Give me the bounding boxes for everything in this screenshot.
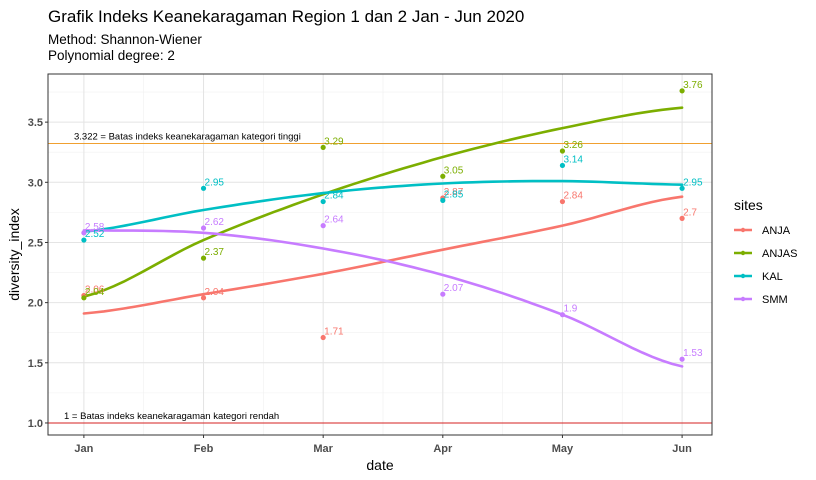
data-point-anja bbox=[679, 215, 685, 221]
reference-line-label: 1 = Batas indeks keanekaragaman kategori… bbox=[64, 411, 279, 422]
trend-line-smm bbox=[82, 229, 684, 368]
data-label-anja: 2.84 bbox=[563, 191, 583, 202]
x-tick-label: Jan bbox=[74, 443, 93, 455]
data-label-anja: 2.87 bbox=[444, 187, 464, 198]
data-label-smm: 2.64 bbox=[324, 215, 344, 226]
data-point-anja bbox=[200, 295, 207, 301]
data-label-smm: 2.58 bbox=[85, 222, 105, 233]
legend-label-anja: ANJA bbox=[762, 225, 791, 237]
y-tick-label: 3.5 bbox=[28, 117, 43, 129]
chart-subtitle-degree: Polynomial degree: 2 bbox=[48, 48, 175, 63]
data-point-anjas bbox=[320, 144, 326, 151]
data-label-anjas: 3.76 bbox=[683, 80, 703, 91]
data-point-smm bbox=[320, 223, 326, 229]
y-tick-label: 1.5 bbox=[28, 358, 43, 370]
data-label-anjas: 3.29 bbox=[324, 136, 344, 147]
y-tick-label: 2.5 bbox=[28, 237, 43, 249]
reference-line-label: 3.322 = Batas indeks keanekaragaman kate… bbox=[74, 132, 301, 143]
data-point-kal bbox=[679, 185, 685, 191]
y-tick-label: 2.0 bbox=[28, 298, 43, 310]
data-point-smm bbox=[559, 312, 566, 318]
data-point-smm bbox=[440, 291, 446, 297]
x-tick-label: Jun bbox=[672, 443, 692, 455]
chart-subtitle-method: Method: Shannon-Wiener bbox=[48, 32, 202, 47]
data-label-anja: 2.04 bbox=[205, 287, 225, 298]
x-tick-label: Feb bbox=[194, 443, 214, 455]
data-label-kal: 2.85 bbox=[444, 189, 464, 200]
data-point-kal bbox=[200, 185, 207, 191]
data-point-kal bbox=[320, 198, 326, 205]
data-label-smm: 1.9 bbox=[563, 304, 577, 315]
data-label-kal: 2.95 bbox=[683, 177, 703, 188]
data-label-smm: 2.62 bbox=[205, 217, 225, 228]
legend-key-point-anja bbox=[740, 227, 746, 233]
data-label-anja: 2.7 bbox=[683, 207, 697, 218]
legend-title: sites bbox=[734, 197, 763, 213]
y-tick-label: 1.0 bbox=[28, 418, 43, 430]
y-tick-label: 3.0 bbox=[28, 177, 43, 189]
x-tick-label: May bbox=[552, 443, 574, 455]
data-label-smm: 2.07 bbox=[444, 283, 464, 294]
data-label-anjas: 3.05 bbox=[444, 165, 464, 176]
trend-line-kal bbox=[82, 179, 684, 233]
x-tick-label: Mar bbox=[313, 443, 333, 455]
legend-label-smm: SMM bbox=[762, 294, 788, 306]
legend-key-point-smm bbox=[740, 296, 746, 302]
data-label-kal: 2.52 bbox=[85, 229, 105, 240]
x-axis-title: date bbox=[366, 457, 393, 473]
data-label-kal: 3.14 bbox=[563, 154, 583, 165]
data-point-anjas bbox=[559, 148, 566, 154]
data-label-kal: 2.84 bbox=[324, 191, 344, 202]
legend-label-anjas: ANJAS bbox=[762, 248, 797, 260]
data-point-anja bbox=[320, 334, 326, 341]
legend-label-kal: KAL bbox=[762, 271, 783, 283]
data-label-anjas: 2.04 bbox=[85, 287, 105, 298]
data-point-smm bbox=[679, 356, 685, 362]
data-point-kal bbox=[559, 162, 566, 169]
data-point-smm bbox=[200, 225, 207, 231]
data-point-smm bbox=[81, 230, 87, 236]
data-label-anja: 2.06 bbox=[85, 284, 105, 295]
x-tick-label: Apr bbox=[433, 443, 453, 455]
data-point-kal bbox=[81, 237, 87, 243]
chart-title: Grafik Indeks Keanekaragaman Region 1 da… bbox=[48, 7, 525, 26]
data-label-smm: 1.53 bbox=[683, 348, 703, 359]
data-label-kal: 2.95 bbox=[205, 177, 225, 188]
trend-line-anjas bbox=[82, 106, 684, 298]
data-point-anjas bbox=[679, 88, 685, 94]
trend-line-anja bbox=[82, 195, 684, 315]
data-point-anjas bbox=[200, 255, 207, 261]
data-label-anja: 1.71 bbox=[324, 327, 344, 338]
data-label-anjas: 2.37 bbox=[205, 247, 225, 258]
data-label-anjas: 3.26 bbox=[563, 140, 583, 151]
data-point-anjas bbox=[81, 295, 87, 301]
data-point-anja bbox=[559, 198, 566, 205]
plot-panel bbox=[48, 74, 712, 435]
data-point-anjas bbox=[440, 173, 446, 179]
plot-border bbox=[47, 73, 713, 436]
legend-key-point-kal bbox=[740, 273, 746, 279]
y-axis-title: diversity_index bbox=[6, 208, 22, 301]
data-point-kal bbox=[440, 197, 446, 203]
legend-key-point-anjas bbox=[740, 250, 746, 256]
